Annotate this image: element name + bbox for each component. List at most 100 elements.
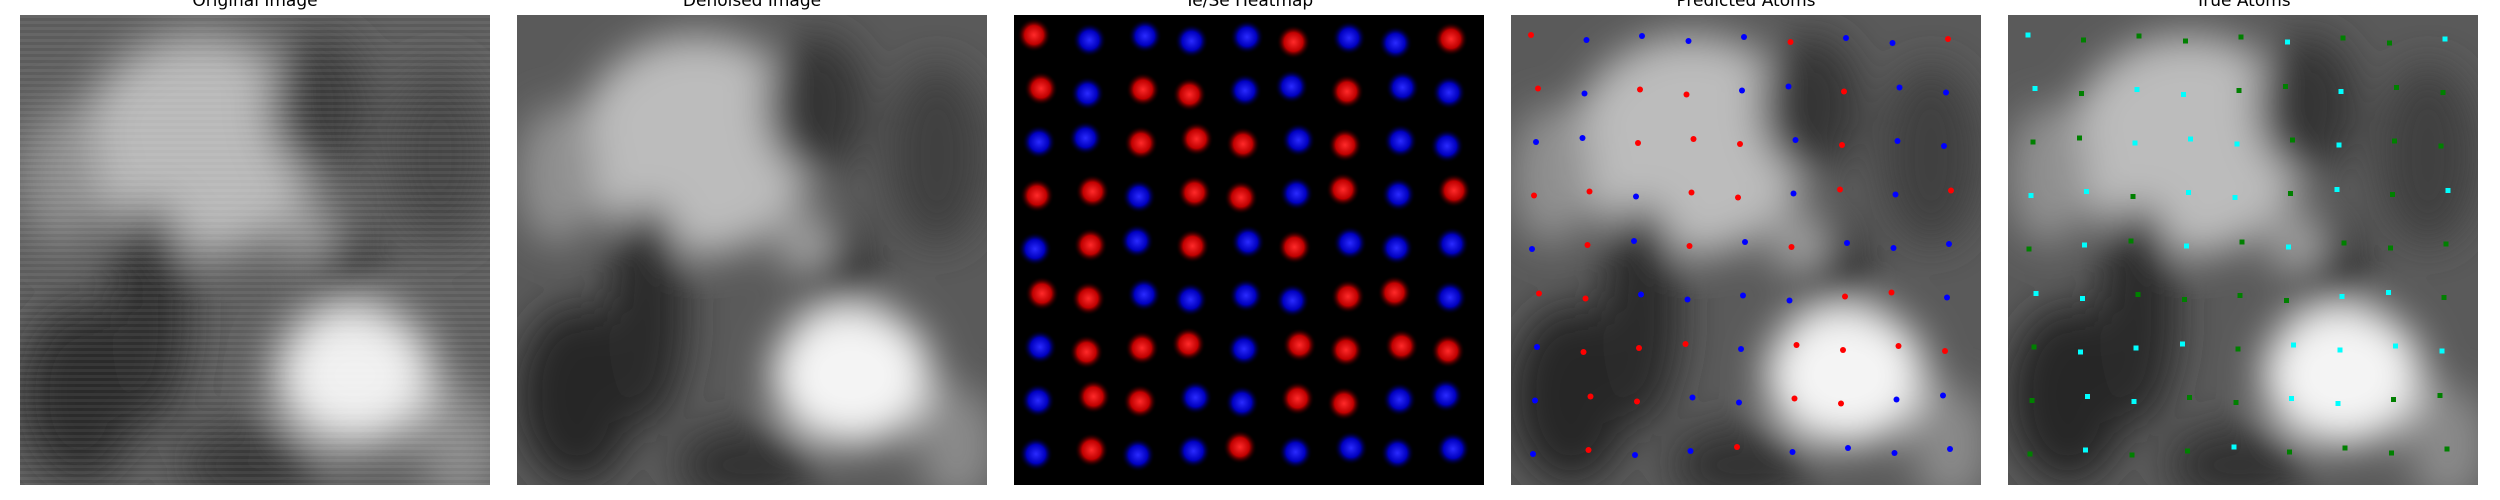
predicted-atom-te xyxy=(1688,189,1695,196)
predicted-atom-te xyxy=(1841,88,1847,95)
true-image xyxy=(2008,15,2478,485)
heatmap-spot-te xyxy=(1073,228,1108,262)
true-atom-se xyxy=(2341,240,2347,246)
heatmap-spot-te xyxy=(1024,71,1058,106)
predicted-atom-se xyxy=(1685,38,1692,44)
true-atom-se xyxy=(2236,88,2242,93)
panel-title-predicted: Predicted Atoms xyxy=(1676,0,1816,11)
true-atom-te xyxy=(2285,39,2290,45)
heatmap-spot-te xyxy=(1328,128,1362,162)
predicted-atom-te xyxy=(1737,141,1743,147)
predicted-atom-te xyxy=(1531,192,1537,199)
panel-title-original: Original Image xyxy=(192,0,318,11)
predicted-atom-se xyxy=(1631,238,1637,244)
heatmap-spot-se xyxy=(1023,330,1057,364)
heatmap-spot-te xyxy=(1076,379,1111,414)
heatmap-spot-se xyxy=(1433,280,1467,315)
predicted-atom-se xyxy=(1893,396,1900,403)
true-atom-se xyxy=(2287,449,2292,455)
true-atom-te xyxy=(2232,195,2238,200)
true-atom-se xyxy=(2438,143,2444,149)
predicted-atom-se xyxy=(1530,451,1536,457)
heatmap-spot-se xyxy=(1436,432,1470,466)
true-atom-te xyxy=(2231,444,2237,450)
predicted-atom-se xyxy=(1632,452,1638,458)
true-atom-te xyxy=(2339,294,2345,299)
true-atom-se xyxy=(2239,239,2245,245)
true-atom-te xyxy=(2439,348,2445,354)
heatmap-image xyxy=(1014,15,1484,485)
heatmap-spot-se xyxy=(1070,76,1105,111)
panel-title-denoised: Denoised Image xyxy=(682,0,822,11)
panel-true: True Atoms xyxy=(2008,0,2478,500)
heatmap-spot-se xyxy=(1333,226,1367,260)
true-atom-te xyxy=(2132,140,2138,146)
heatmap-spot-se xyxy=(1281,123,1316,157)
heatmap-spot-te xyxy=(1329,333,1363,367)
panel-heatmap: Te/Se Heatmap xyxy=(1014,0,1484,500)
heatmap-spot-te xyxy=(1437,173,1471,208)
true-atom-te xyxy=(2334,187,2340,192)
true-atom-se xyxy=(2136,33,2142,39)
true-atom-se xyxy=(2182,297,2187,302)
true-atom-te xyxy=(2028,193,2034,198)
true-atom-se xyxy=(2185,448,2190,454)
predicted-atom-te xyxy=(1636,345,1642,351)
true-atom-se xyxy=(2130,194,2136,199)
predicted-atom-se xyxy=(1889,40,1896,46)
true-atom-te xyxy=(2080,296,2085,301)
heatmap-spot-se xyxy=(1174,24,1209,58)
heatmap-spot-te xyxy=(1025,276,1059,311)
predicted-atom-te xyxy=(1945,36,1951,42)
heatmap-spot-te xyxy=(1069,335,1104,369)
true-atom-se xyxy=(2187,395,2192,400)
predicted-atom-se xyxy=(1534,344,1540,350)
heatmap-spot-te xyxy=(1330,74,1364,109)
true-atom-te xyxy=(2286,244,2291,250)
heatmap-spot-se xyxy=(1122,179,1156,214)
heatmap-spot-te xyxy=(1123,384,1157,419)
predicted-atom-se xyxy=(1583,37,1590,43)
predicted-atom-te xyxy=(1682,341,1689,347)
heatmap-spot-se xyxy=(1121,438,1155,472)
predicted-atom-te xyxy=(1634,398,1640,405)
heatmap-spot-se xyxy=(1021,383,1055,418)
predicted-atom-te xyxy=(1942,348,1948,354)
predicted-atom-se xyxy=(1941,143,1947,149)
predicted-atom-se xyxy=(1739,87,1745,94)
heatmap-spot-se xyxy=(1228,73,1262,108)
heatmap-spot-se xyxy=(1430,129,1464,163)
heatmap-spot-se xyxy=(1379,231,1414,265)
true-atom-se xyxy=(2029,398,2035,403)
predicted-atom-se xyxy=(1736,399,1742,406)
predicted-atom-se xyxy=(1633,193,1639,200)
predicted-atom-te xyxy=(1635,140,1641,146)
predicted-atom-te xyxy=(1683,91,1690,98)
predicted-atom-se xyxy=(1785,83,1792,90)
true-atom-se xyxy=(2288,191,2293,196)
true-atom-te xyxy=(2184,243,2189,249)
true-atom-se xyxy=(2235,346,2241,352)
heatmap-spot-te xyxy=(1124,126,1158,160)
predicted-atom-te xyxy=(1584,242,1591,248)
predicted-atom-se xyxy=(1894,138,1901,144)
predicted-atom-te xyxy=(1838,400,1844,407)
heatmap-spot-se xyxy=(1278,435,1313,469)
true-atom-se xyxy=(2388,245,2393,251)
heatmap-spot-te xyxy=(1071,281,1106,316)
true-atom-te xyxy=(2442,36,2448,42)
true-atom-se xyxy=(2077,135,2082,141)
predicted-atom-te xyxy=(1787,39,1794,45)
heatmap-spot-te xyxy=(1377,275,1412,310)
heatmap-spot-se xyxy=(1229,278,1263,313)
heatmap-spot-se xyxy=(1385,70,1420,105)
true-atom-te xyxy=(2337,347,2343,353)
true-atom-te xyxy=(2032,86,2038,91)
true-atom-se xyxy=(2443,241,2449,247)
heatmap-spot-se xyxy=(1230,20,1264,54)
heatmap-spot-te xyxy=(1177,175,1212,210)
heatmap-spot-se xyxy=(1072,23,1107,57)
true-atom-se xyxy=(2183,38,2188,44)
true-atom-se xyxy=(2441,295,2447,300)
heatmap-spot-te xyxy=(1074,433,1109,467)
